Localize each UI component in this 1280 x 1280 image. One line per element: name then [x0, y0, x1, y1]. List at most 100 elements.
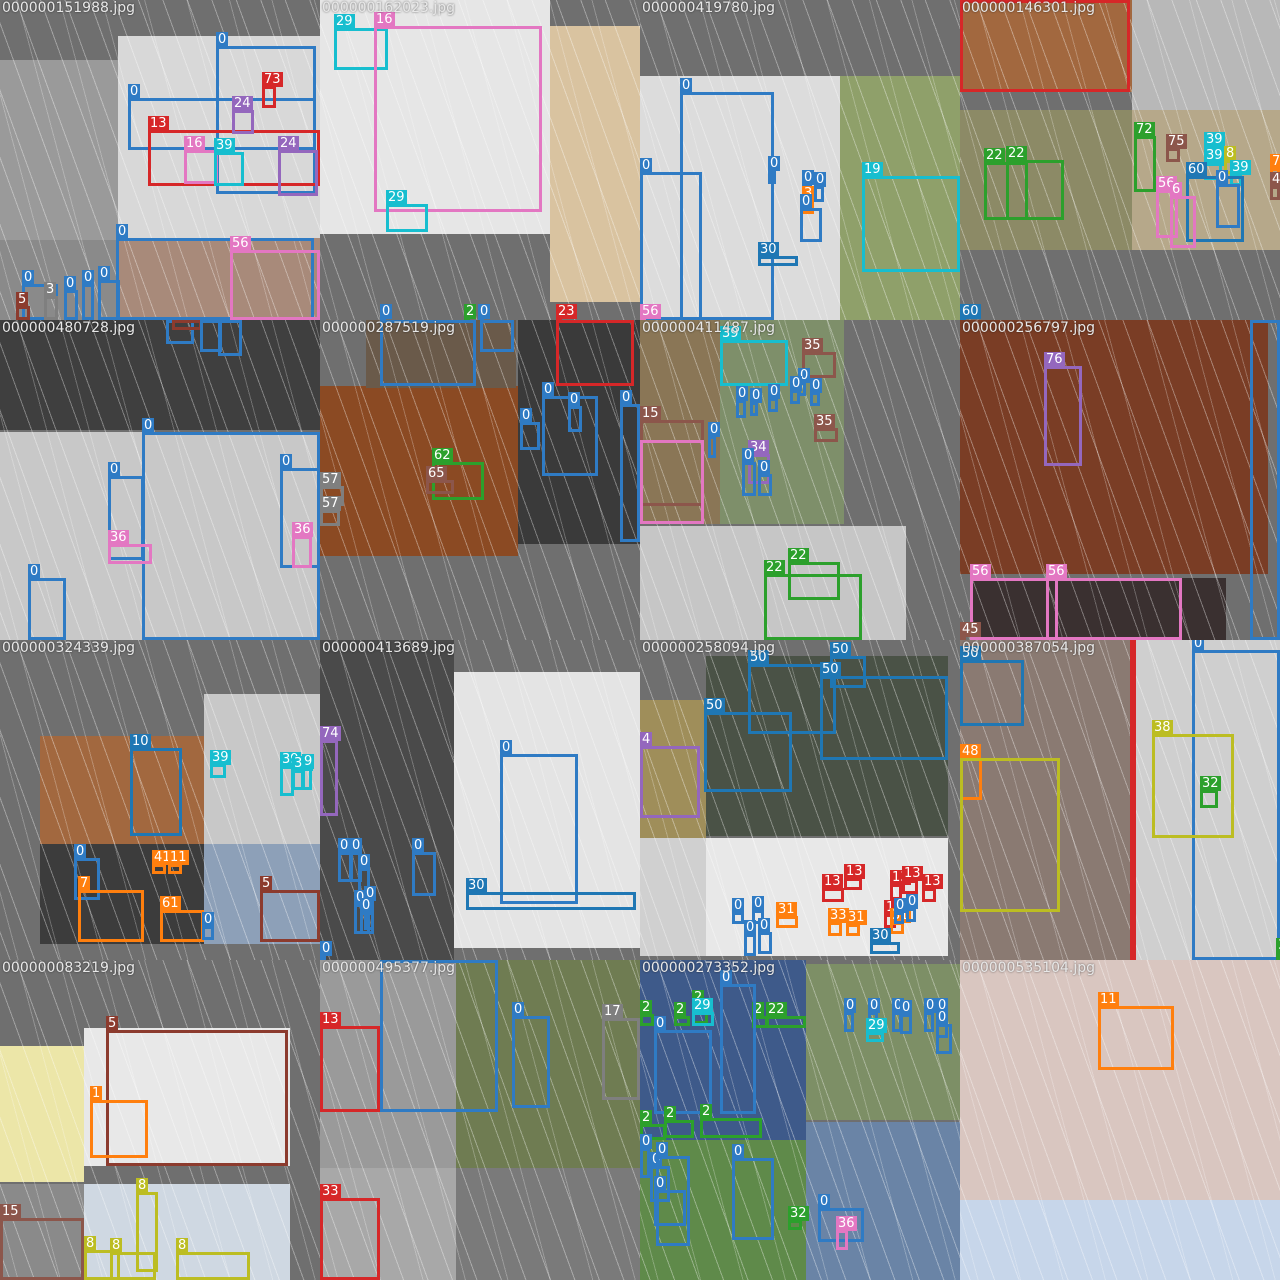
bounding-box: 0: [800, 194, 822, 242]
mosaic-tile: 050000036360000000480728.jpg: [0, 320, 320, 640]
box-class-label: 0: [142, 418, 155, 433]
bounding-box: 0: [810, 378, 823, 406]
mosaic-tile: 22227275393983974560566060000000146301.j…: [960, 0, 1280, 320]
box-class-label: 8: [176, 1238, 189, 1253]
bounding-box: 0: [512, 1002, 550, 1108]
box-class-label: 74: [320, 726, 341, 741]
box-class-label: 0: [758, 460, 771, 475]
box-class-label: 22: [1006, 146, 1027, 161]
bounding-box: 9: [302, 754, 315, 790]
box-class-label: 39: [1204, 148, 1225, 163]
box-class-label: 57: [320, 472, 341, 487]
bounding-box: 8: [176, 1238, 250, 1280]
box-class-label: 38: [1152, 720, 1173, 735]
bounding-box: 50: [748, 650, 836, 734]
box-class-label: 2: [640, 1000, 653, 1015]
box-class-label: 13: [148, 116, 169, 131]
box-class-label: 65: [426, 466, 447, 481]
box-class-label: 2: [640, 1110, 653, 1125]
tile-filename: 000000419780.jpg: [642, 0, 775, 16]
bounding-box: 0: [478, 304, 491, 320]
tile-filename: 000000387054.jpg: [962, 640, 1095, 656]
bounding-box: 22: [764, 560, 862, 640]
bounding-box: 29: [692, 998, 714, 1026]
box-class-label: 13: [902, 866, 923, 881]
box-class-label: 0: [868, 998, 881, 1013]
bounding-box: 0: [790, 376, 803, 404]
box-class-label: 11: [1098, 992, 1119, 1007]
box-class-label: 8: [110, 1238, 123, 1253]
box-class-label: 0: [82, 270, 95, 285]
bounding-box: 8: [136, 1178, 158, 1272]
box-class-label: 0: [128, 84, 141, 99]
box-class-label: 29: [866, 1018, 887, 1033]
box-class-label: 17: [602, 1004, 623, 1019]
bounding-box: 8: [84, 1236, 120, 1280]
box-class-label: 50: [748, 650, 769, 665]
image-patch: [40, 736, 204, 844]
box-class-label: 4: [640, 732, 653, 747]
bounding-box: 0: [732, 898, 745, 924]
mosaic-tile: 7400000000300000000413689.jpg: [320, 640, 640, 960]
box-class-label: 56: [1046, 564, 1067, 579]
image-patch: [960, 640, 1132, 960]
mosaic-tile: 13 0 17 33 000000495377.jpg: [320, 960, 640, 1280]
bounding-box: 0: [736, 386, 749, 418]
box-class-label: 33: [828, 908, 849, 923]
box-class-label: 5: [260, 876, 273, 891]
box-class-label: 0: [894, 898, 907, 913]
image-patch: [0, 1184, 84, 1280]
box-class-label: 35: [802, 338, 823, 353]
bounding-box: 0: [28, 564, 66, 640]
bounding-box: 0: [64, 276, 78, 320]
box-class-label: 60: [960, 304, 981, 319]
bounding-box: 32: [1276, 938, 1280, 960]
box-class-label: 0: [656, 1142, 669, 1157]
bounding-box: 29: [334, 14, 388, 70]
mosaic-tile: 29 16 29 0 2 0 23 000000162023.jpg: [320, 0, 640, 320]
box-class-label: 0: [358, 854, 371, 869]
box-class-label: 56: [970, 564, 991, 579]
bounding-box: 0: [74, 844, 100, 900]
bounding-box: 5: [16, 292, 30, 320]
bounding-box: 13: [320, 1012, 380, 1112]
bounding-box: 2: [464, 304, 477, 320]
box-class-label: 0: [1216, 170, 1229, 185]
bounding-box: 0: [936, 1010, 952, 1054]
box-class-label: 0: [936, 998, 949, 1013]
box-class-label: 0: [906, 894, 919, 909]
bounding-box: 0: [640, 158, 702, 320]
image-patch: [1134, 640, 1280, 960]
box-class-label: 36: [836, 1216, 857, 1231]
tile-filename: 000000413689.jpg: [322, 640, 455, 656]
box-class-label: 0: [802, 170, 815, 185]
bounding-box: 76: [1044, 352, 1082, 466]
bounding-box: 0: [640, 1134, 653, 1178]
box-class-label: 0: [108, 462, 121, 477]
box-class-label: 22: [766, 1002, 787, 1017]
box-class-label: 60: [1186, 162, 1207, 177]
bounding-box: 0: [720, 970, 756, 1114]
box-class-label: 48: [960, 744, 981, 759]
bounding-box: 15: [0, 1204, 84, 1280]
box-class-label: 13: [822, 874, 843, 889]
bounding-box: 3: [44, 282, 58, 320]
bounding-box: 13: [922, 874, 943, 902]
image-patch: [970, 578, 1226, 640]
bounding-box: 23: [556, 304, 577, 320]
bounding-box: 0: [742, 448, 756, 496]
box-class-label: 0: [200, 320, 213, 321]
bounding-box: 32: [788, 1206, 809, 1230]
box-class-label: 0: [202, 912, 215, 927]
bounding-box: 11: [1098, 992, 1174, 1070]
box-class-label: 0: [98, 266, 111, 281]
bounding-box: 10: [130, 734, 182, 836]
bounding-box: 0: [744, 920, 757, 956]
box-class-label: 29: [386, 190, 407, 205]
box-class-label: 5: [106, 1016, 119, 1031]
bounding-box: 56: [640, 304, 661, 320]
box-class-label: 0: [732, 1144, 745, 1159]
mosaic-tile: 5 1 8 15 8 8 8 000000083219.jpg: [0, 960, 320, 1280]
bounding-box: 16: [374, 12, 542, 212]
bounding-box: 31: [776, 902, 798, 928]
